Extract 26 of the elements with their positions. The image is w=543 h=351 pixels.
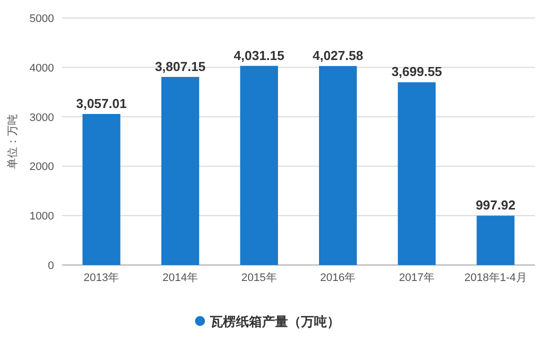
legend-label: 瓦楞纸箱产量（万吨）	[209, 314, 340, 329]
data-label: 3,057.01	[76, 96, 127, 111]
x-tick-label: 2018年1-4月	[464, 272, 527, 284]
data-label: 3,699.55	[391, 64, 442, 80]
bar	[161, 76, 200, 265]
bar	[398, 82, 436, 265]
bar	[476, 216, 515, 265]
y-tick-label: 0	[48, 260, 54, 272]
y-tick-label: 1000	[30, 210, 54, 223]
x-tick-label: 2013年	[84, 272, 120, 284]
x-tick-label: 2016年	[320, 272, 356, 284]
x-tick-label: 2014年	[162, 272, 198, 284]
x-tick-label: 2015年	[241, 272, 277, 284]
data-label: 3,807.15	[154, 58, 206, 74]
y-tick-label: 4000	[30, 62, 54, 74]
data-label: 997.92	[476, 198, 516, 213]
y-tick-label: 2000	[30, 161, 54, 174]
data-label: 4,027.58	[312, 48, 364, 64]
data-label: 4,031.15	[234, 48, 284, 63]
x-tick-label: 2017年	[399, 272, 434, 284]
y-tick-label: 5000	[30, 13, 54, 25]
bar	[240, 66, 278, 265]
y-axis-title: 单位：万吨	[6, 114, 19, 169]
bar	[82, 114, 120, 265]
y-tick-label: 3000	[30, 112, 54, 124]
bar	[318, 66, 357, 265]
